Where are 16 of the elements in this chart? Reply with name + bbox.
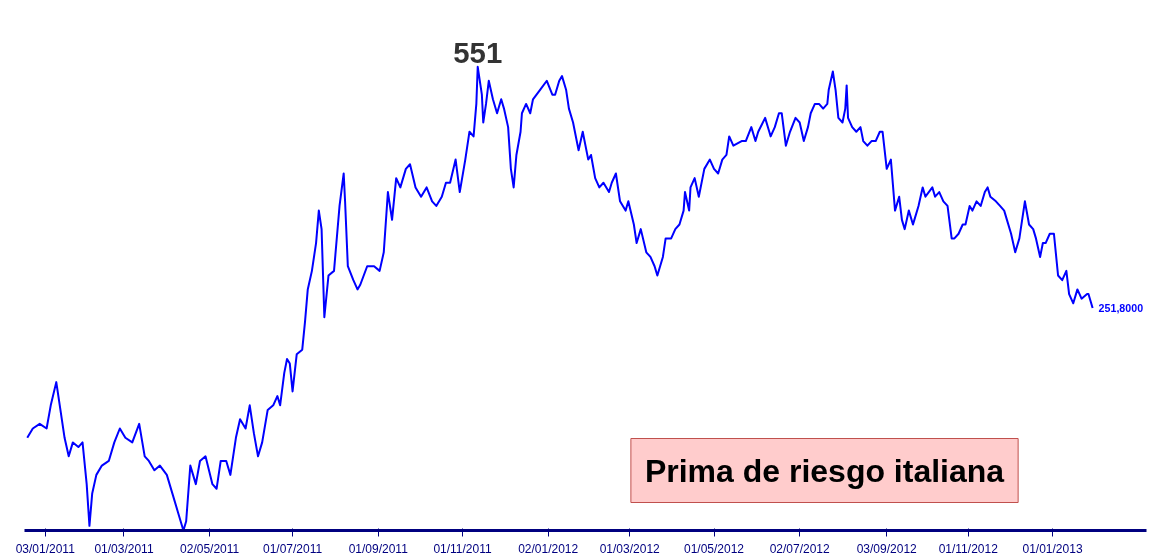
- x-tick-label: 01/03/2011: [94, 541, 154, 556]
- x-tick-label: 01/11/2011: [433, 541, 492, 556]
- annotation: 551: [453, 35, 503, 69]
- x-tick-label: 01/07/2011: [262, 541, 323, 556]
- x-tick-label: 01/09/2011: [348, 541, 409, 556]
- x-tick-label: 03/09/2012: [856, 541, 918, 556]
- x-tick-label: 02/05/2011: [180, 541, 240, 556]
- x-tick-label: 01/01/2013: [1022, 541, 1083, 556]
- x-tick-label: 01/11/2012: [938, 541, 999, 556]
- x-tick-label: 02/01/2012: [518, 541, 579, 556]
- x-tick-label: 01/05/2012: [683, 541, 745, 556]
- text: Prima de riesgo italiana: [644, 452, 1005, 489]
- annotation: 251,8000: [1098, 301, 1144, 314]
- x-tick-label: 02/07/2012: [769, 541, 831, 556]
- x-tick-label: 01/03/2012: [599, 541, 661, 556]
- x-tick-label: 03/01/2011: [15, 541, 76, 556]
